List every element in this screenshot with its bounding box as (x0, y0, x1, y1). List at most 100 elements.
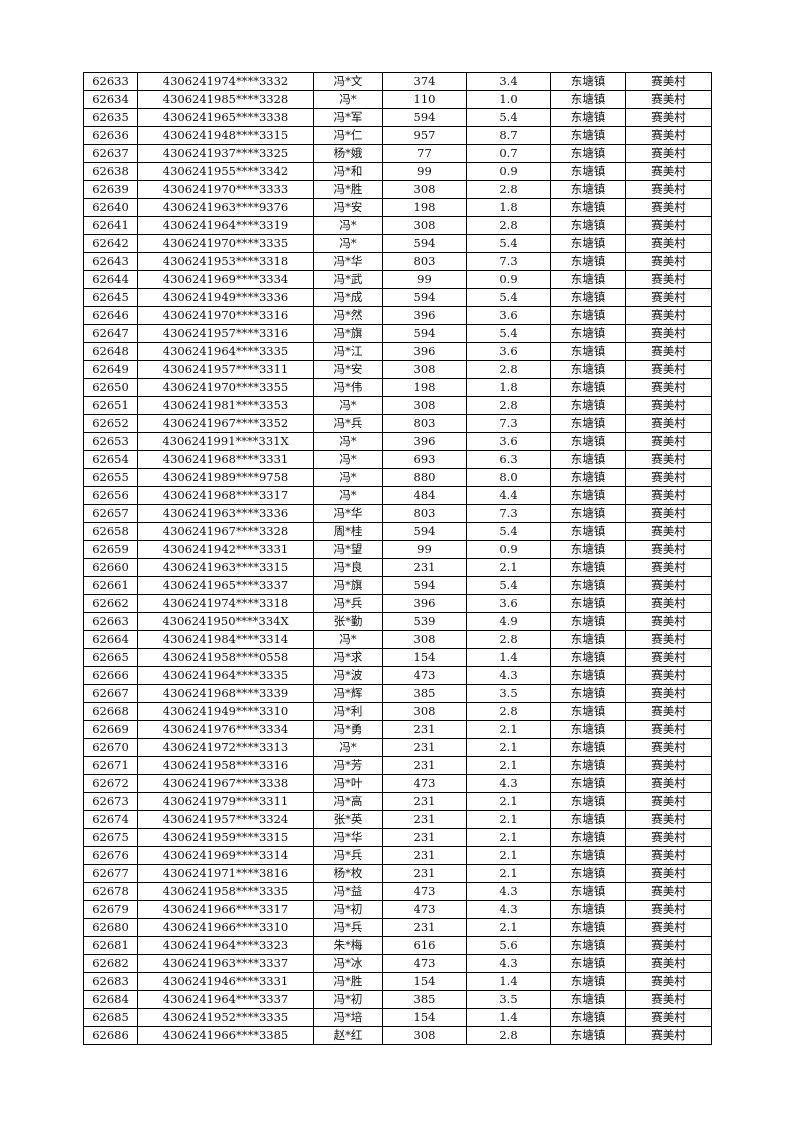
village-cell: 赛美村 (625, 936, 712, 955)
village-cell: 赛美村 (625, 324, 712, 343)
village-cell: 赛美村 (625, 378, 712, 397)
table-row: 62638 4306241955****3342 冯*和 99 0.9 东塘镇 赛美村 (83, 162, 712, 181)
town-cell: 东塘镇 (550, 198, 626, 217)
name-cell: 冯* (313, 396, 383, 415)
table-row: 62680 4306241966****3310 冯*兵 231 2.1 东塘镇 赛美村 (83, 918, 712, 937)
amount-cell: 539 (382, 612, 467, 631)
name-cell: 冯*军 (313, 108, 383, 127)
table-row: 62665 4306241958****0558 冯*求 154 1.4 东塘镇 赛美村 (83, 648, 712, 667)
row-number-cell: 62654 (83, 450, 138, 469)
village-cell: 赛美村 (625, 918, 712, 937)
name-cell: 冯*和 (313, 162, 383, 181)
value-cell: 0.9 (466, 540, 551, 559)
table-row: 62655 4306241989****9758 冯* 880 8.0 东塘镇 赛美村 (83, 468, 712, 487)
table-row: 62654 4306241968****3331 冯* 693 6.3 东塘镇 赛美村 (83, 450, 712, 469)
village-cell: 赛美村 (625, 342, 712, 361)
table-row: 62647 4306241957****3316 冯*旗 594 5.4 东塘镇 赛美村 (83, 324, 712, 343)
row-number-cell: 62634 (83, 90, 138, 109)
name-cell: 冯*安 (313, 198, 383, 217)
row-number-cell: 62681 (83, 936, 138, 955)
table-row: 62682 4306241963****3337 冯*冰 473 4.3 东塘镇 赛美村 (83, 954, 712, 973)
name-cell: 冯* (313, 432, 383, 451)
town-cell: 东塘镇 (550, 738, 626, 757)
id-number-cell: 4306241991****331X (137, 432, 314, 451)
name-cell: 冯*华 (313, 828, 383, 847)
town-cell: 东塘镇 (550, 162, 626, 181)
name-cell: 冯* (313, 486, 383, 505)
table-row: 62673 4306241979****3311 冯*高 231 2.1 东塘镇 赛美村 (83, 792, 712, 811)
row-number-cell: 62675 (83, 828, 138, 847)
table-row: 62669 4306241976****3334 冯*勇 231 2.1 东塘镇 赛美村 (83, 720, 712, 739)
id-number-cell: 4306241969****3314 (137, 846, 314, 865)
village-cell: 赛美村 (625, 180, 712, 199)
name-cell: 冯* (313, 630, 383, 649)
row-number-cell: 62652 (83, 414, 138, 433)
village-cell: 赛美村 (625, 450, 712, 469)
name-cell: 冯*华 (313, 504, 383, 523)
id-number-cell: 4306241984****3314 (137, 630, 314, 649)
row-number-cell: 62685 (83, 1008, 138, 1027)
id-number-cell: 4306241976****3334 (137, 720, 314, 739)
table-row: 62671 4306241958****3316 冯*芳 231 2.1 东塘镇 赛美村 (83, 756, 712, 775)
town-cell: 东塘镇 (550, 522, 626, 541)
id-number-cell: 4306241957****3316 (137, 324, 314, 343)
row-number-cell: 62653 (83, 432, 138, 451)
name-cell: 冯*文 (313, 72, 383, 91)
row-number-cell: 62672 (83, 774, 138, 793)
town-cell: 东塘镇 (550, 918, 626, 937)
id-number-cell: 4306241950****334X (137, 612, 314, 631)
village-cell: 赛美村 (625, 594, 712, 613)
id-number-cell: 4306241974****3318 (137, 594, 314, 613)
name-cell: 冯*安 (313, 360, 383, 379)
village-cell: 赛美村 (625, 612, 712, 631)
name-cell: 冯*益 (313, 882, 383, 901)
village-cell: 赛美村 (625, 108, 712, 127)
row-number-cell: 62644 (83, 270, 138, 289)
table-row: 62667 4306241968****3339 冯*辉 385 3.5 东塘镇 赛美村 (83, 684, 712, 703)
value-cell: 3.6 (466, 306, 551, 325)
table-row: 62645 4306241949****3336 冯*成 594 5.4 东塘镇 赛美村 (83, 288, 712, 307)
name-cell: 冯*培 (313, 1008, 383, 1027)
id-number-cell: 4306241966****3310 (137, 918, 314, 937)
id-number-cell: 4306241958****3335 (137, 882, 314, 901)
town-cell: 东塘镇 (550, 954, 626, 973)
row-number-cell: 62638 (83, 162, 138, 181)
table-row: 62684 4306241964****3337 冯*初 385 3.5 东塘镇 赛美村 (83, 990, 712, 1009)
id-number-cell: 4306241949****3336 (137, 288, 314, 307)
amount-cell: 594 (382, 324, 467, 343)
village-cell: 赛美村 (625, 1026, 712, 1045)
amount-cell: 396 (382, 342, 467, 361)
town-cell: 东塘镇 (550, 180, 626, 199)
row-number-cell: 62659 (83, 540, 138, 559)
id-number-cell: 4306241974****3332 (137, 72, 314, 91)
id-number-cell: 4306241957****3311 (137, 360, 314, 379)
row-number-cell: 62658 (83, 522, 138, 541)
name-cell: 冯*兵 (313, 594, 383, 613)
village-cell: 赛美村 (625, 288, 712, 307)
amount-cell: 99 (382, 162, 467, 181)
town-cell: 东塘镇 (550, 252, 626, 271)
amount-cell: 110 (382, 90, 467, 109)
row-number-cell: 62668 (83, 702, 138, 721)
id-number-cell: 4306241963****3315 (137, 558, 314, 577)
value-cell: 5.6 (466, 936, 551, 955)
row-number-cell: 62647 (83, 324, 138, 343)
name-cell: 冯*良 (313, 558, 383, 577)
town-cell: 东塘镇 (550, 216, 626, 235)
village-cell: 赛美村 (625, 396, 712, 415)
table-row: 62656 4306241968****3317 冯* 484 4.4 东塘镇 赛美村 (83, 486, 712, 505)
amount-cell: 231 (382, 846, 467, 865)
id-number-cell: 4306241967****3338 (137, 774, 314, 793)
village-cell: 赛美村 (625, 306, 712, 325)
village-cell: 赛美村 (625, 198, 712, 217)
amount-cell: 385 (382, 684, 467, 703)
town-cell: 东塘镇 (550, 972, 626, 991)
table-row: 62636 4306241948****3315 冯*仁 957 8.7 东塘镇 赛美村 (83, 126, 712, 145)
id-number-cell: 4306241968****3339 (137, 684, 314, 703)
amount-cell: 154 (382, 648, 467, 667)
id-number-cell: 4306241963****3336 (137, 504, 314, 523)
village-cell: 赛美村 (625, 360, 712, 379)
row-number-cell: 62642 (83, 234, 138, 253)
town-cell: 东塘镇 (550, 450, 626, 469)
amount-cell: 594 (382, 288, 467, 307)
